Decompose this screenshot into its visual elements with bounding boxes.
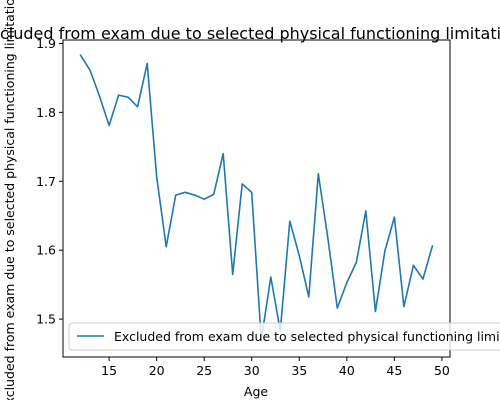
x-tick-label: 40 (339, 363, 355, 378)
legend-box (68, 322, 500, 351)
y-tick-label: 1.5 (36, 312, 56, 327)
axes-frame (62, 39, 451, 358)
y-tick-label: 1.8 (36, 105, 56, 120)
x-tick-label: 35 (291, 363, 307, 378)
chart-title: Excluded from exam due to selected physi… (0, 24, 500, 43)
plot-area (79, 54, 434, 341)
legend[interactable]: Excluded from exam due to selected physi… (68, 322, 500, 351)
y-axis: 1.5 1.6 1.7 1.8 1.9 (36, 36, 63, 327)
x-tick-label: 30 (244, 363, 260, 378)
x-axis-label: Age (244, 384, 268, 399)
x-tick-label: 25 (196, 363, 212, 378)
x-tick-label: 45 (386, 363, 402, 378)
x-tick-label: 15 (101, 363, 117, 378)
y-tick-label: 1.7 (36, 174, 56, 189)
series-line (79, 54, 434, 341)
y-tick-label: 1.9 (36, 36, 56, 51)
x-axis: 15 20 25 30 35 40 45 50 (101, 357, 450, 378)
x-tick-label: 20 (149, 363, 165, 378)
y-axis-label: Excluded from exam due to selected physi… (2, 0, 17, 400)
y-tick-label: 1.6 (36, 243, 56, 258)
x-tick-label: 50 (434, 363, 450, 378)
legend-label: Excluded from exam due to selected physi… (114, 329, 500, 344)
